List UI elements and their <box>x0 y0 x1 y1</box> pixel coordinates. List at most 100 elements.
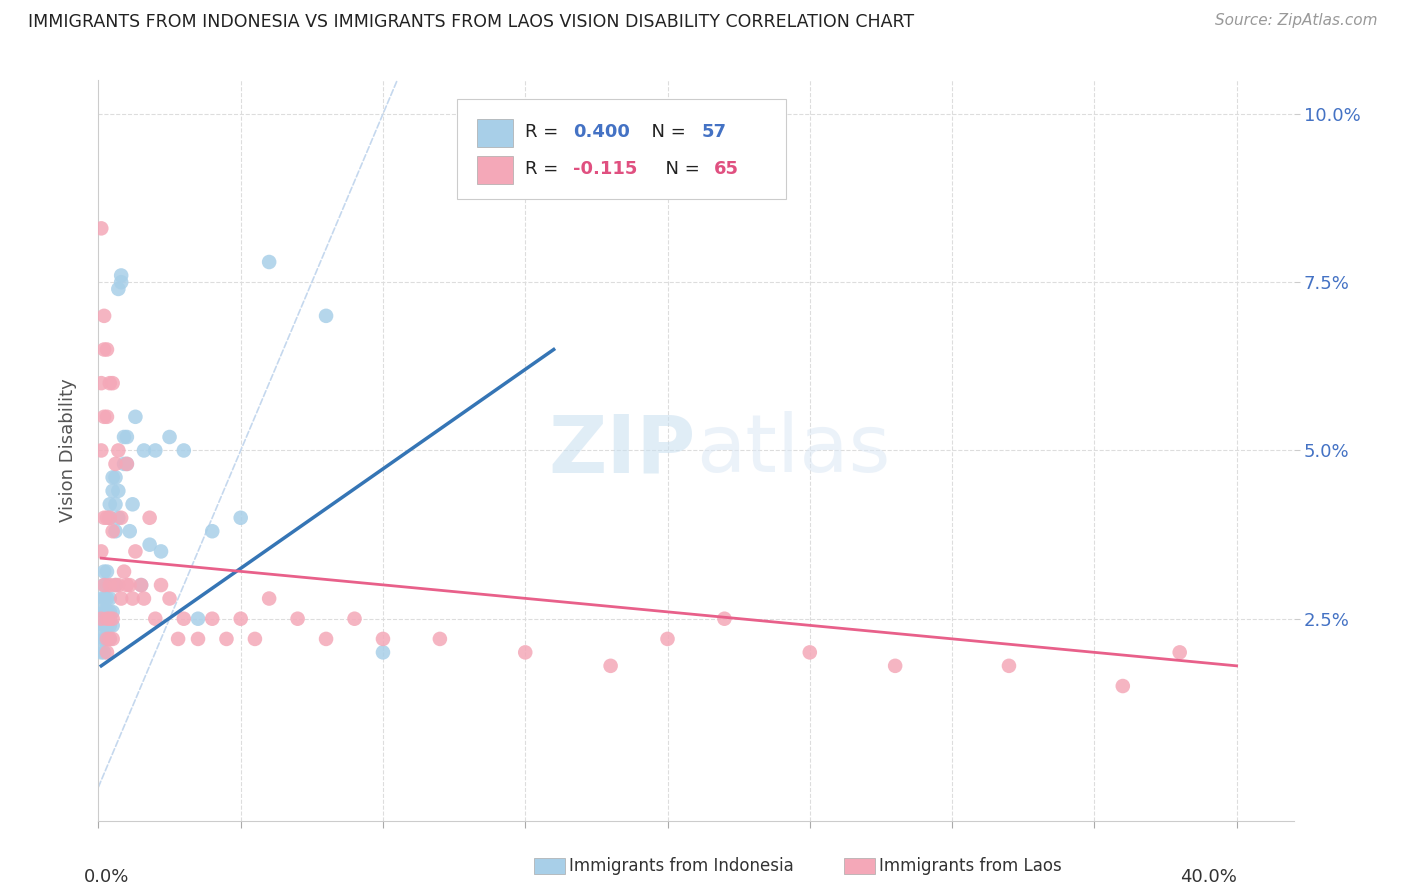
Point <box>121 497 143 511</box>
Point <box>98 497 121 511</box>
Text: IMMIGRANTS FROM INDONESIA VS IMMIGRANTS FROM LAOS VISION DISABILITY CORRELATION : IMMIGRANTS FROM INDONESIA VS IMMIGRANTS … <box>28 13 914 31</box>
Point <box>98 632 121 646</box>
Point <box>713 612 735 626</box>
Point <box>101 632 124 646</box>
Point <box>132 443 155 458</box>
Point <box>90 645 112 659</box>
Point <box>93 409 115 424</box>
Point <box>112 565 135 579</box>
Point <box>118 578 141 592</box>
Point <box>93 309 115 323</box>
Point <box>96 612 118 626</box>
Text: 0.400: 0.400 <box>572 123 630 141</box>
Point <box>90 544 112 558</box>
Point <box>104 497 127 511</box>
Point <box>315 309 337 323</box>
Text: Source: ZipAtlas.com: Source: ZipAtlas.com <box>1215 13 1378 29</box>
Point <box>143 612 166 626</box>
Point <box>371 645 394 659</box>
Point <box>115 578 138 592</box>
Point <box>884 658 907 673</box>
Point <box>93 578 115 592</box>
Point <box>96 645 118 659</box>
Point <box>118 524 141 539</box>
Point <box>229 612 252 626</box>
Point <box>98 591 121 606</box>
Point <box>107 282 129 296</box>
Text: 0.0%: 0.0% <box>84 868 129 886</box>
Point <box>110 275 132 289</box>
Point <box>93 605 115 619</box>
Y-axis label: Vision Disability: Vision Disability <box>59 378 77 523</box>
Point <box>173 443 195 458</box>
Point <box>90 632 112 646</box>
Point <box>93 591 115 606</box>
Point <box>90 591 112 606</box>
Point <box>143 443 166 458</box>
Point <box>98 578 121 592</box>
Point <box>98 618 121 632</box>
Point <box>101 470 124 484</box>
Point <box>101 524 124 539</box>
Point <box>187 632 209 646</box>
Point <box>101 618 124 632</box>
Text: 65: 65 <box>714 161 740 178</box>
Text: Immigrants from Laos: Immigrants from Laos <box>879 857 1062 875</box>
Point <box>1168 645 1191 659</box>
Point <box>101 483 124 498</box>
Point <box>93 618 115 632</box>
Point <box>98 510 121 524</box>
Point <box>215 632 238 646</box>
Point <box>104 457 127 471</box>
Point <box>96 618 118 632</box>
Point <box>159 591 181 606</box>
Point <box>93 510 115 524</box>
Point <box>515 645 537 659</box>
Point <box>90 612 112 626</box>
Point <box>101 376 124 391</box>
Point <box>201 612 224 626</box>
FancyBboxPatch shape <box>457 99 786 199</box>
Bar <box>477 119 513 147</box>
Point <box>998 658 1021 673</box>
Point <box>104 470 127 484</box>
Point <box>96 605 118 619</box>
Point <box>132 591 155 606</box>
Point <box>96 591 118 606</box>
Point <box>110 591 132 606</box>
Point <box>101 612 124 626</box>
Point <box>159 430 181 444</box>
Point <box>107 443 129 458</box>
Point <box>257 591 280 606</box>
Point <box>93 645 115 659</box>
Point <box>96 565 118 579</box>
Text: Immigrants from Indonesia: Immigrants from Indonesia <box>569 857 794 875</box>
Point <box>90 376 112 391</box>
Point <box>96 578 118 592</box>
Point <box>107 510 129 524</box>
Text: ZIP: ZIP <box>548 411 696 490</box>
Text: 57: 57 <box>702 123 727 141</box>
Text: N =: N = <box>654 161 706 178</box>
Point <box>167 632 190 646</box>
Point <box>98 510 121 524</box>
Text: R =: R = <box>524 161 564 178</box>
Point <box>98 605 121 619</box>
Point <box>115 457 138 471</box>
Point <box>98 612 121 626</box>
Point <box>371 632 394 646</box>
Point <box>110 268 132 283</box>
Point <box>124 409 146 424</box>
Point <box>315 632 337 646</box>
Point <box>93 632 115 646</box>
Text: atlas: atlas <box>696 411 890 490</box>
Text: -0.115: -0.115 <box>572 161 637 178</box>
Point <box>243 632 266 646</box>
Point <box>287 612 309 626</box>
Text: 40.0%: 40.0% <box>1180 868 1237 886</box>
Point <box>104 578 127 592</box>
Point <box>124 544 146 558</box>
Point <box>429 632 451 646</box>
Point <box>101 605 124 619</box>
Point <box>96 632 118 646</box>
